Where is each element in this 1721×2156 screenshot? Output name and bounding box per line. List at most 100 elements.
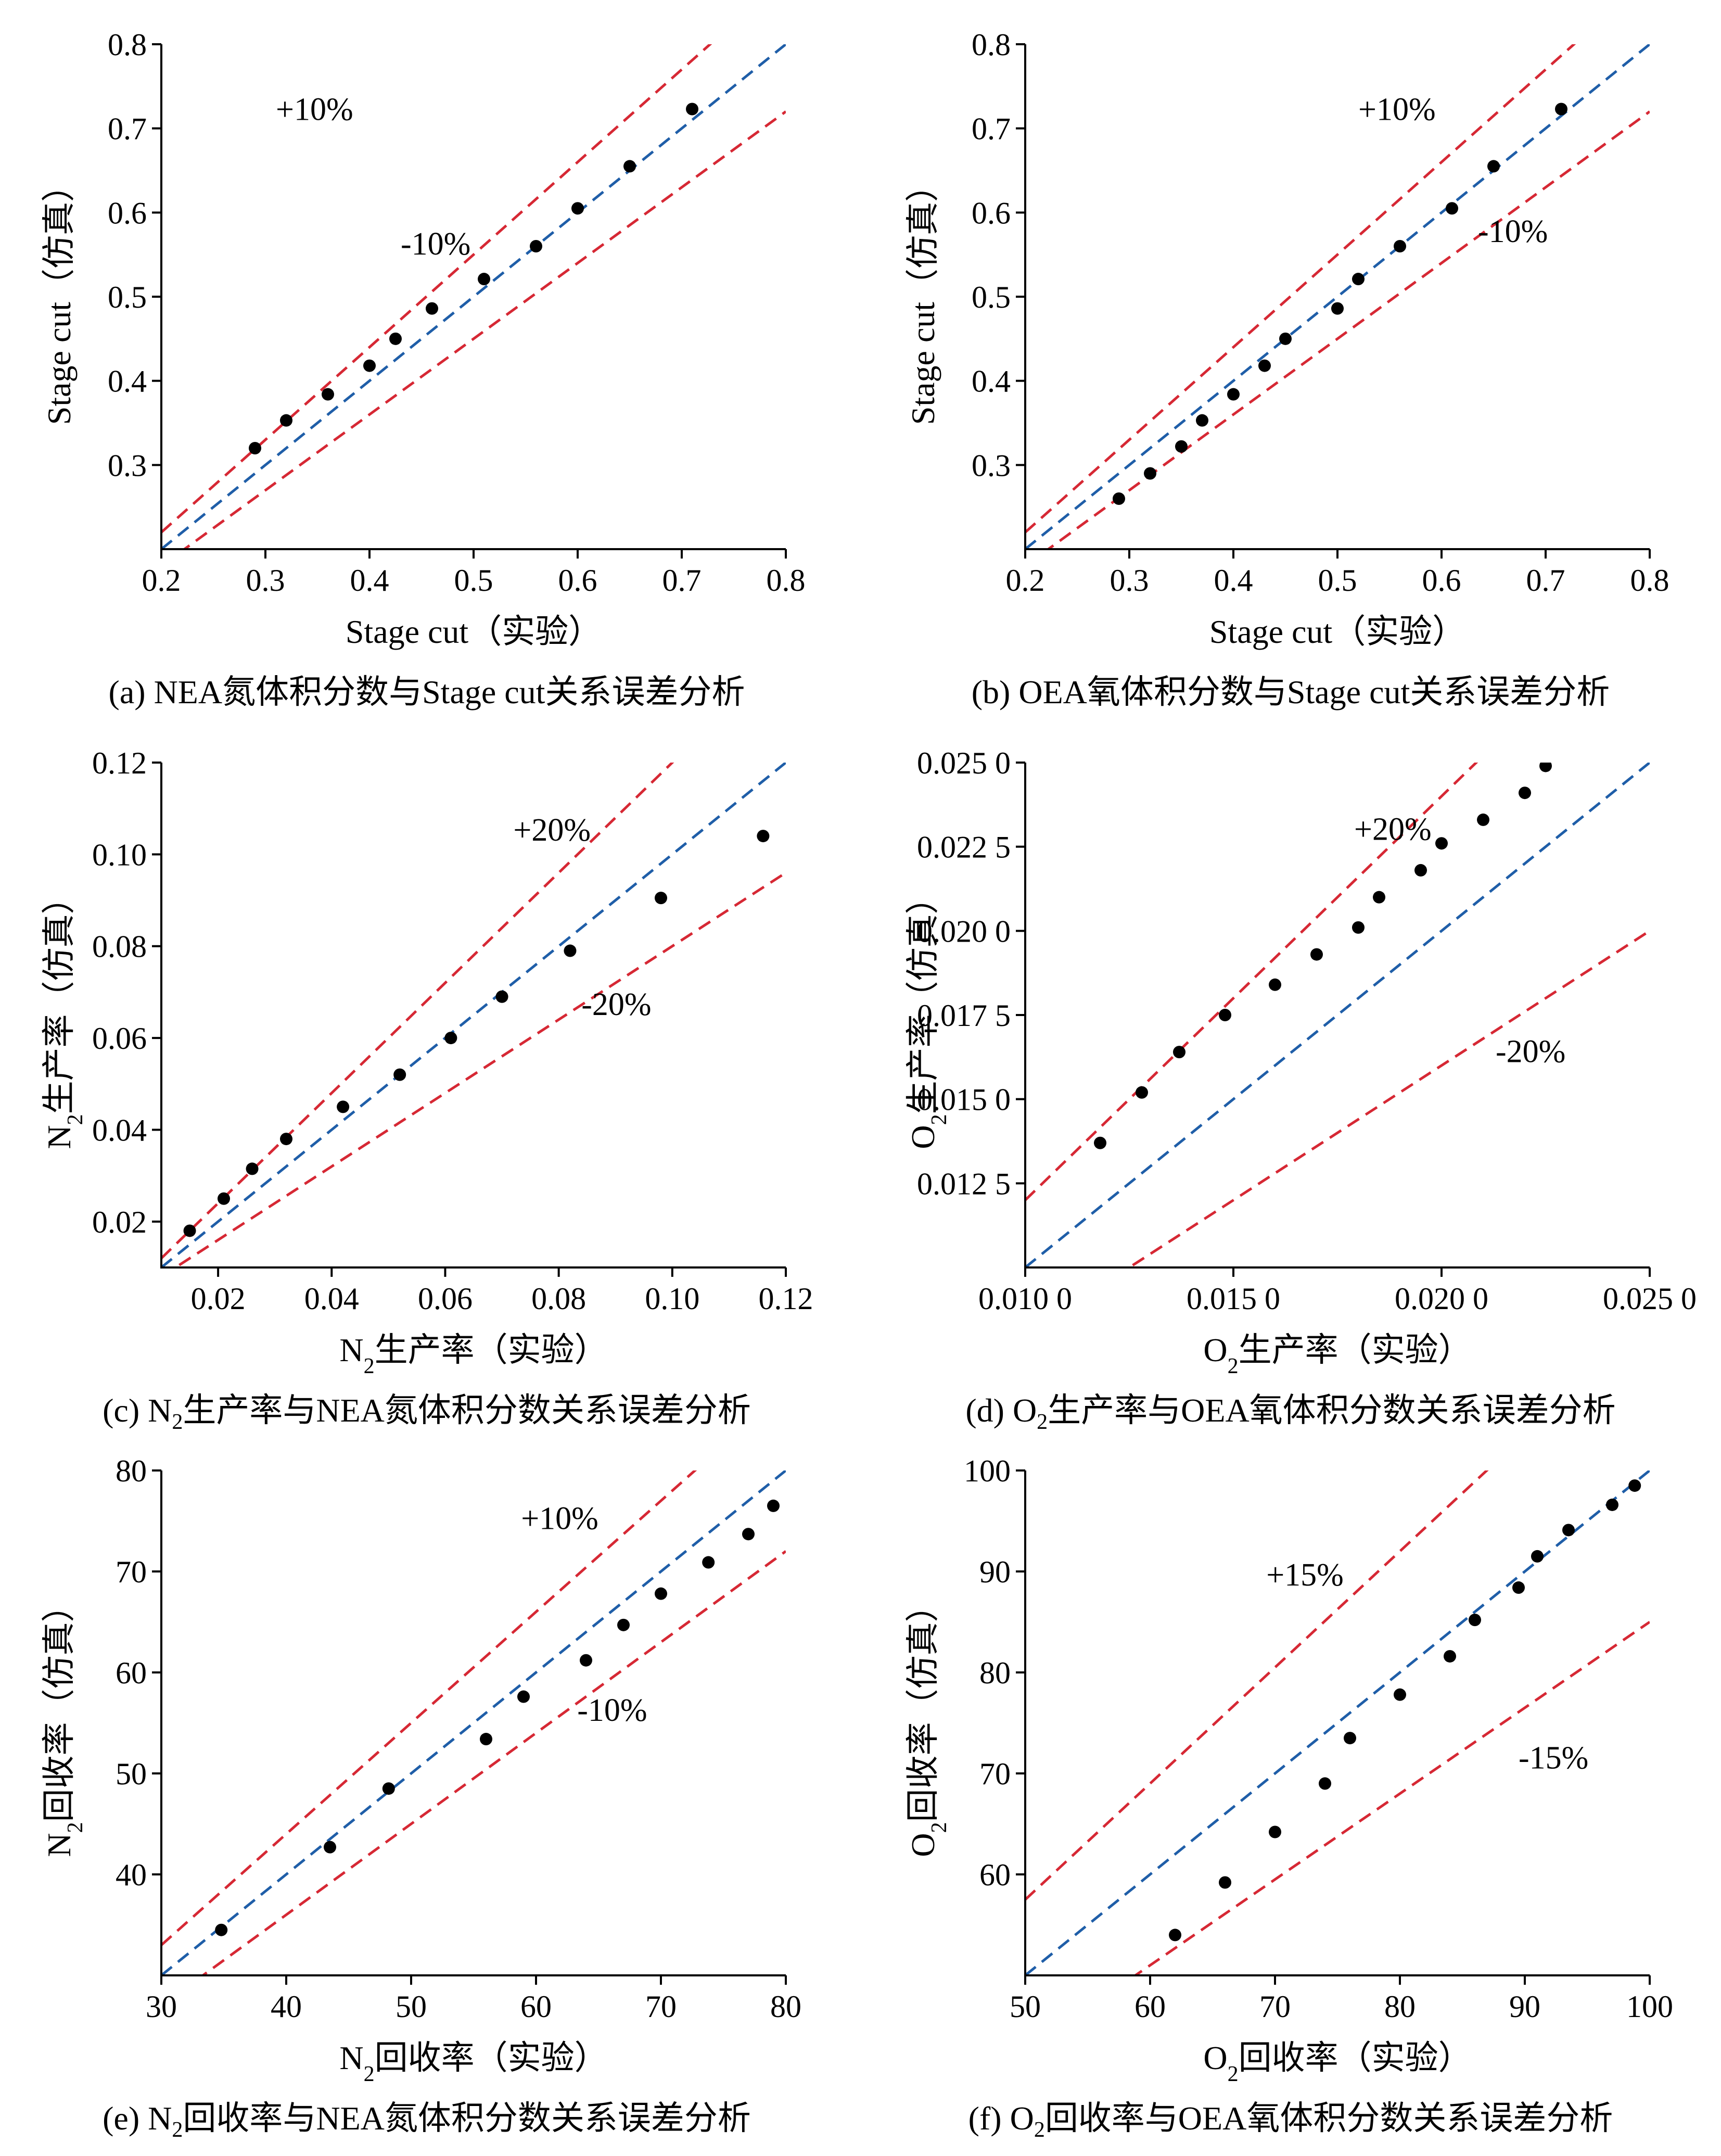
panel-e: 30 40 50 60 70 80 40 50 60 70 80 +10% -10% N2回收率（实验） N… bbox=[21, 1447, 833, 2155]
x-tick-label-d-2: 0.020 0 bbox=[1395, 1282, 1488, 1316]
y-tick-label-a-3: 0.6 bbox=[108, 196, 147, 230]
band-label-c-1: -20% bbox=[581, 987, 651, 1022]
caption-d-sub: 2 bbox=[1037, 1410, 1048, 1434]
data-point-a-0-5 bbox=[426, 302, 438, 315]
parity-line-b bbox=[1025, 44, 1650, 549]
band-label-f-1: -15% bbox=[1519, 1740, 1588, 1775]
chart-a: 0.2 0.3 0.4 0.5 0.6 0.7 0.8 0.3 0.4 0.5 0.6 0.7 0.8 +… bbox=[41, 28, 806, 650]
caption-e-post: 回收率与NEA氮体积分数关系误差分析 bbox=[183, 2100, 751, 2137]
data-point-e-0-4 bbox=[517, 1690, 530, 1703]
plot-area-f bbox=[1025, 1470, 1650, 1975]
panel-b: 0.2 0.3 0.4 0.5 0.6 0.7 0.8 0.3 0.4 0.5 0.6 0.7 0.8 +… bbox=[885, 21, 1697, 729]
data-point-b-0-1 bbox=[1144, 467, 1156, 480]
upper-bound-line-e bbox=[161, 1470, 697, 1946]
x-tick-label-e-4: 70 bbox=[645, 1989, 677, 2024]
y-axis-label-f: O2回收率（仿真） bbox=[904, 1589, 951, 1857]
y-tick-label-b-1: 0.4 bbox=[972, 364, 1011, 399]
y-tick-label-b-4: 0.7 bbox=[972, 112, 1011, 146]
y-tick-label-d-4: 0.022 5 bbox=[917, 830, 1011, 865]
x-tick-label-b-1: 0.3 bbox=[1110, 563, 1149, 598]
y-tick-label-a-1: 0.4 bbox=[108, 364, 147, 399]
data-point-e-0-6 bbox=[617, 1618, 630, 1631]
caption-f-sub: 2 bbox=[1034, 2117, 1045, 2142]
x-tick-label-b-6: 0.8 bbox=[1630, 563, 1669, 598]
y-tick-label-c-4: 0.10 bbox=[92, 838, 147, 872]
x-tick-label-c-2: 0.06 bbox=[418, 1282, 473, 1316]
x-tick-label-a-4: 0.6 bbox=[558, 563, 597, 598]
caption-e-text: (e) N bbox=[103, 2100, 172, 2137]
x-axis-label-d-sub: 2 bbox=[1228, 1354, 1239, 1378]
x-axis-label-d: O2生产率（实验） bbox=[1203, 1331, 1471, 1378]
x-axis-label-f-sub: 2 bbox=[1228, 2062, 1239, 2086]
data-point-c-0-9 bbox=[655, 892, 667, 905]
data-point-d-0-8 bbox=[1414, 864, 1427, 877]
data-point-c-0-1 bbox=[218, 1192, 230, 1205]
y-tick-label-a-0: 0.3 bbox=[108, 448, 147, 483]
x-axis-label-c-sub: 2 bbox=[364, 1354, 375, 1378]
y-tick-label-c-2: 0.06 bbox=[92, 1021, 147, 1056]
data-point-f-0-3 bbox=[1319, 1777, 1331, 1790]
y-tick-label-c-3: 0.08 bbox=[92, 930, 147, 964]
panel-c: 0.02 0.04 0.06 0.08 0.10 0.12 0.02 0.04 0.06 0.08… bbox=[21, 739, 833, 1447]
x-tick-label-a-6: 0.8 bbox=[767, 563, 806, 598]
data-point-e-0-5 bbox=[580, 1654, 592, 1667]
x-tick-label-e-2: 50 bbox=[396, 1989, 427, 2024]
chart-f: 50 60 70 80 90 10060708090100+15%-15%O2回收率（实验… bbox=[904, 1454, 1673, 2086]
data-point-d-0-12 bbox=[1539, 763, 1552, 772]
caption-a-text: (a) NEA氮体积分数与Stage cut关系误差分析 bbox=[108, 674, 745, 711]
y-tick-label-c-1: 0.04 bbox=[92, 1113, 147, 1147]
plot-area-c bbox=[161, 763, 786, 1267]
data-point-f-0-6 bbox=[1444, 1650, 1456, 1663]
y-tick-label-c-0: 0.02 bbox=[92, 1205, 147, 1239]
chart-c: 0.02 0.04 0.06 0.08 0.10 0.12 0.02 0.04 0.06 0.08… bbox=[41, 746, 813, 1378]
data-point-e-0-9 bbox=[742, 1528, 755, 1541]
data-point-e-0-10 bbox=[767, 1499, 780, 1512]
parity-line-e bbox=[161, 1470, 786, 1975]
data-point-d-0-2 bbox=[1173, 1046, 1185, 1059]
upper-bound-line-b bbox=[1025, 44, 1576, 534]
x-tick-label-a-0: 0.2 bbox=[142, 563, 181, 598]
data-point-a-0-8 bbox=[571, 202, 584, 215]
x-tick-label-e-3: 60 bbox=[520, 1989, 552, 2024]
data-point-b-0-9 bbox=[1394, 240, 1406, 252]
plot-area-d bbox=[1025, 763, 1650, 1267]
y-axis-label-f-post: 回收率（仿真） bbox=[904, 1589, 941, 1822]
data-point-a-0-10 bbox=[686, 103, 698, 116]
y-axis-label-d-pre: O bbox=[904, 1125, 941, 1149]
data-point-d-0-4 bbox=[1269, 978, 1281, 991]
data-point-c-0-4 bbox=[337, 1100, 350, 1113]
x-axis-label-c: N2生产率（实验） bbox=[339, 1331, 607, 1378]
y-tick-label-a-5: 0.8 bbox=[108, 28, 147, 62]
caption-c: (c) N2生产率与NEA氮体积分数关系误差分析 bbox=[21, 1384, 833, 1435]
data-point-b-0-2 bbox=[1175, 440, 1188, 453]
x-axis-label-e-sub: 2 bbox=[364, 2062, 375, 2086]
data-point-e-0-8 bbox=[702, 1556, 715, 1569]
panel-d: 0.010 0 0.015 0 0.020 0 0.025 0 0.012 5 0.015… bbox=[885, 739, 1697, 1447]
data-point-a-0-4 bbox=[389, 332, 402, 345]
data-point-d-0-7 bbox=[1373, 891, 1385, 904]
data-point-f-0-5 bbox=[1394, 1688, 1406, 1701]
x-axis-label-b-pre: Stage cut（实验） bbox=[1209, 613, 1465, 650]
y-axis-label-d: O2生产率（仿真） bbox=[904, 881, 951, 1149]
x-tick-label-c-0: 0.02 bbox=[191, 1282, 246, 1316]
x-tick-label-c-1: 0.04 bbox=[304, 1282, 359, 1316]
y-tick-label-d-1: 0.015 0 bbox=[917, 1083, 1011, 1117]
band-label-d-0: +20% bbox=[1354, 812, 1432, 847]
band-label-b-0: +10% bbox=[1358, 92, 1436, 128]
x-tick-label-c-3: 0.08 bbox=[531, 1282, 586, 1316]
data-point-d-0-6 bbox=[1352, 921, 1365, 934]
data-point-e-0-1 bbox=[324, 1841, 336, 1854]
caption-d: (d) O2生产率与OEA氧体积分数关系误差分析 bbox=[885, 1384, 1697, 1435]
x-tick-label-f-4: 90 bbox=[1509, 1989, 1540, 2024]
x-axis-label-c-pre: N bbox=[339, 1331, 363, 1368]
y-axis-label-f-pre: O bbox=[904, 1833, 941, 1857]
plot-area-e bbox=[161, 1470, 786, 1975]
x-axis-label-a: Stage cut（实验） bbox=[346, 613, 602, 650]
x-tick-label-c-5: 0.12 bbox=[759, 1282, 813, 1316]
data-point-a-0-0 bbox=[249, 442, 261, 454]
data-point-b-0-7 bbox=[1331, 302, 1344, 315]
x-tick-label-b-2: 0.4 bbox=[1214, 563, 1253, 598]
x-tick-label-e-1: 40 bbox=[271, 1989, 302, 2024]
data-point-a-0-3 bbox=[363, 359, 376, 372]
x-axis-label-f-post: 回收率（实验） bbox=[1239, 2039, 1472, 2076]
